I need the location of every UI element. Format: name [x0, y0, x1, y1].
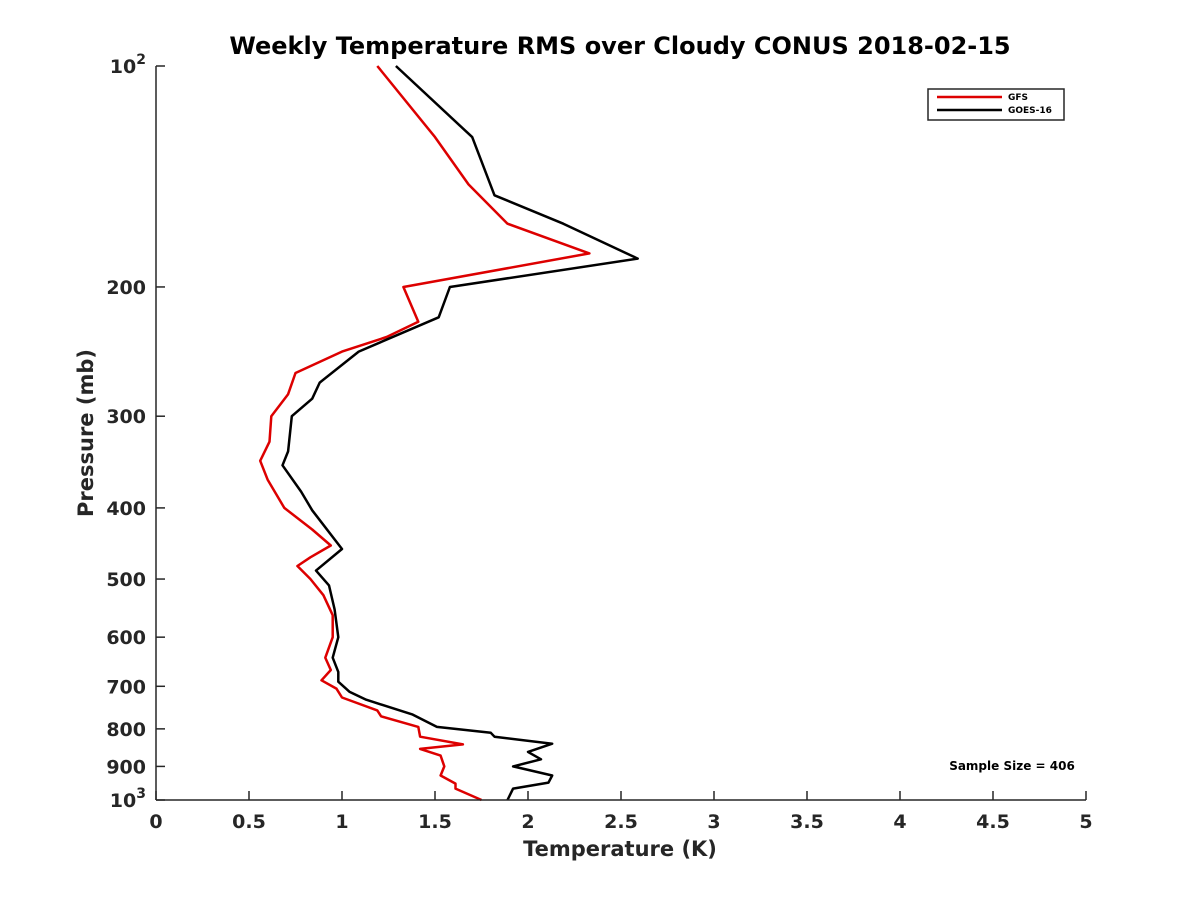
y-tick-label: 700 — [106, 676, 146, 698]
x-tick-label: 1.5 — [418, 811, 452, 833]
x-tick-label: 5 — [1079, 811, 1092, 833]
x-ticks: 0 0.5 1 1.5 2 2.5 3 3.5 4 4.5 5 — [149, 791, 1093, 833]
y-tick-label: 600 — [106, 627, 146, 649]
y-ticks: 102 200 300 400 500 600 700 800 900 103 — [106, 52, 165, 812]
legend-label-goes16: GOES-16 — [1008, 106, 1052, 116]
x-tick-label: 3 — [707, 811, 720, 833]
x-tick-label: 0 — [149, 811, 162, 833]
x-tick-label: 1 — [335, 811, 348, 833]
y-tick-label: 102 — [110, 52, 146, 78]
legend: GFS GOES-16 — [927, 88, 1065, 121]
legend-box — [927, 88, 1065, 121]
y-tick-label: 103 — [110, 786, 146, 812]
x-tick-label: 2.5 — [604, 811, 638, 833]
y-tick-label: 400 — [106, 498, 146, 520]
chart-title: Weekly Temperature RMS over Cloudy CONUS… — [229, 32, 1010, 60]
x-axis-label: Temperature (K) — [523, 837, 717, 861]
x-tick-label: 4.5 — [976, 811, 1010, 833]
y-axis-label: Pressure (mb) — [74, 349, 98, 517]
x-tick-label: 2 — [521, 811, 534, 833]
y-tick-label: 200 — [106, 277, 146, 299]
series-layer — [258, 65, 639, 802]
x-tick-label: 4 — [893, 811, 906, 833]
y-tick-label: 300 — [106, 406, 146, 428]
legend-label-gfs: GFS — [1008, 93, 1028, 103]
sample-size-annotation: Sample Size = 406 — [949, 759, 1075, 773]
x-tick-label: 3.5 — [790, 811, 824, 833]
x-tick-label: 0.5 — [232, 811, 266, 833]
y-tick-label: 800 — [106, 719, 146, 741]
series-line-goes16 — [281, 65, 639, 801]
series-line-gfs — [258, 65, 591, 802]
y-tick-label: 900 — [106, 756, 146, 778]
y-tick-label: 500 — [106, 569, 146, 591]
